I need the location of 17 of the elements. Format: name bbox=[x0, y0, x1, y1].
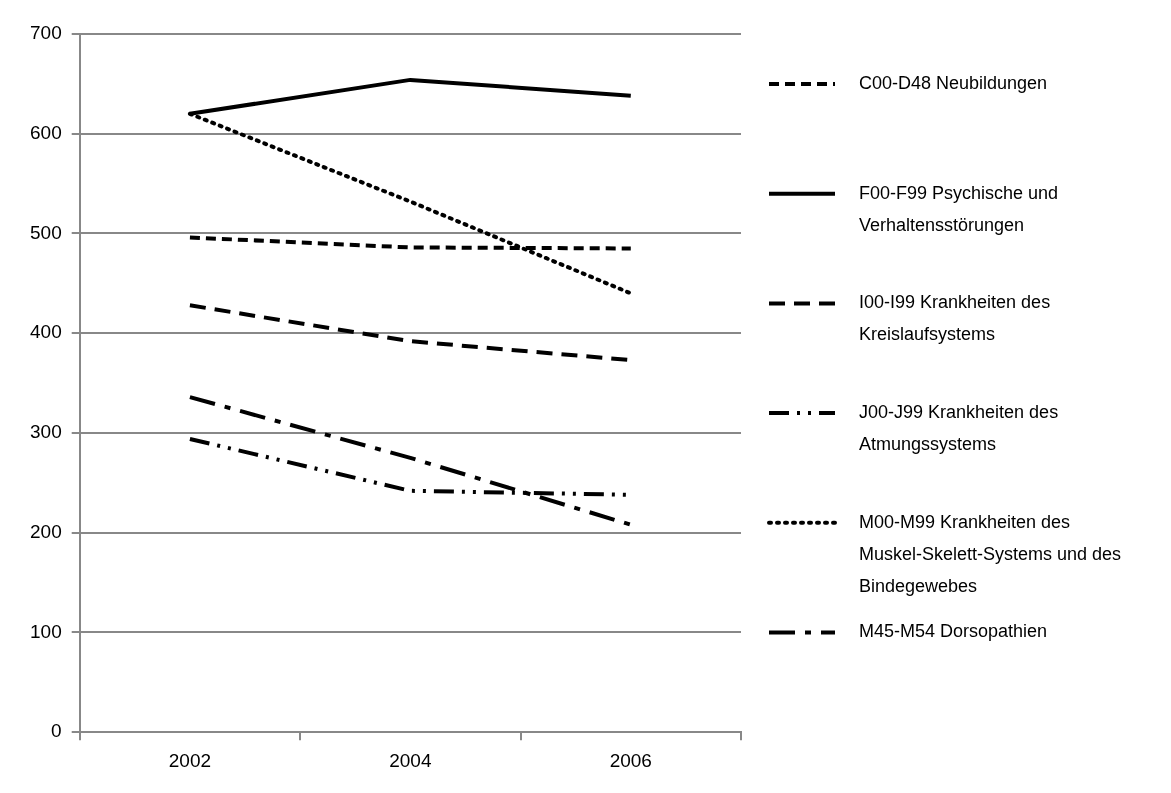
y-tick-label: 100 bbox=[30, 620, 62, 642]
y-tick-label: 0 bbox=[51, 720, 62, 742]
x-tick-label: 2002 bbox=[168, 749, 212, 771]
legend-label: J00-J99 Krankheiten des Atmungssystems bbox=[859, 402, 1059, 455]
legend-label: M00-M99 Krankheiten des Muskel-Skelett-Systems und des Bindegewebes bbox=[859, 511, 1122, 596]
y-tick-label: 400 bbox=[30, 321, 62, 343]
x-tick-label: 2004 bbox=[389, 749, 432, 771]
legend-label: C00-D48 Neubildungen bbox=[859, 72, 1048, 93]
x-tick-label: 2006 bbox=[609, 749, 652, 771]
legend-label: I00-I99 Krankheiten des Kreislaufsystems bbox=[859, 292, 1051, 345]
y-tick-label: 700 bbox=[30, 22, 62, 44]
legend-label: M45-M54 Dorsopathien bbox=[859, 621, 1048, 642]
y-tick-label: 200 bbox=[30, 520, 62, 542]
y-tick-label: 300 bbox=[30, 421, 62, 443]
y-tick-label: 500 bbox=[30, 221, 62, 243]
y-tick-label: 600 bbox=[30, 121, 62, 143]
legend-label: F00-F99 Psychische und Verhaltensstörungen bbox=[859, 182, 1059, 235]
